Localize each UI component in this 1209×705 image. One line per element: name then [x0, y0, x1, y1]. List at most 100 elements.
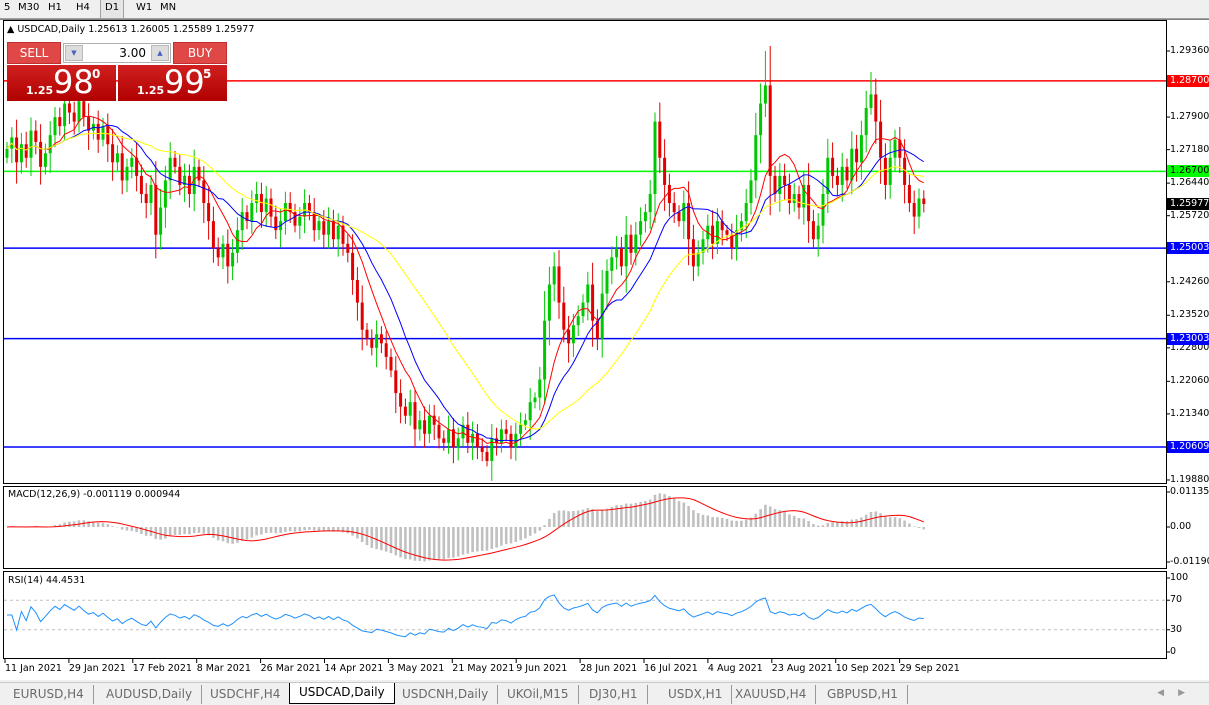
- candle-body: [336, 225, 340, 240]
- candle-body: [485, 451, 489, 461]
- buy-price-prefix: 1.25: [137, 84, 165, 97]
- candle-body: [883, 157, 887, 185]
- candle-body: [447, 429, 451, 443]
- candle-body: [773, 175, 777, 194]
- candle-body: [139, 175, 143, 194]
- candle-body: [663, 157, 667, 185]
- date-axis-label: 16 Jul 2021: [644, 663, 698, 674]
- candle-body: [437, 424, 441, 439]
- candle-body: [432, 415, 436, 425]
- timeframe-h1[interactable]: H1: [48, 2, 62, 13]
- timeframe-d1[interactable]: D1: [100, 0, 125, 18]
- moving-average-slow: [6, 132, 924, 430]
- buy-button[interactable]: BUY: [173, 42, 227, 64]
- timeframe-h4[interactable]: H4: [76, 2, 90, 13]
- tab-scroll-arrows-icon[interactable]: ◀▶: [1157, 688, 1199, 698]
- candle-body: [701, 239, 705, 253]
- candle-body: [480, 447, 484, 452]
- candle-body: [807, 184, 811, 222]
- tab-xauusd-h4[interactable]: XAUUSD,H4: [726, 685, 817, 704]
- date-axis-label: 29 Jan 2021: [68, 663, 126, 674]
- candle-body: [63, 103, 67, 127]
- collapse-triangle-icon[interactable]: ▲: [7, 24, 15, 35]
- candle-body: [82, 101, 86, 118]
- candle-body: [399, 393, 403, 407]
- sell-button[interactable]: SELL: [7, 42, 61, 64]
- decrease-lot-icon[interactable]: ▼: [65, 45, 83, 61]
- timeframe-mn[interactable]: MN: [160, 2, 177, 13]
- tab-ukoil-m15[interactable]: UKOil,M15: [498, 685, 579, 704]
- tab-dj30-h1[interactable]: DJ30,H1: [580, 685, 648, 704]
- tab-audusd-daily[interactable]: AUDUSD,Daily: [97, 685, 203, 704]
- tab-usdx-h1[interactable]: USDX,H1: [659, 685, 733, 704]
- level-price-tag: 1.23003: [1167, 332, 1209, 345]
- candle-body: [504, 429, 508, 434]
- candle-body: [34, 130, 38, 142]
- candle-body: [207, 203, 211, 222]
- chart-tabs: ◀▶ EURUSD,H4 AUDUSD,Daily USDCHF,H4 USDCAD,…: [0, 682, 1209, 705]
- candle-body: [595, 320, 599, 339]
- lot-size-value[interactable]: 3.00: [119, 46, 146, 60]
- price-axis-label: 1.21340: [1170, 407, 1209, 419]
- sell-price[interactable]: 1.25 98 0: [7, 63, 116, 101]
- candle-body: [739, 221, 743, 231]
- tab-usdcad-daily[interactable]: USDCAD,Daily: [289, 683, 395, 704]
- tab-usdcnh-daily[interactable]: USDCNH,Daily: [393, 685, 499, 704]
- timeframe-5[interactable]: 5: [4, 2, 11, 13]
- buy-price[interactable]: 1.25 99 5: [118, 63, 227, 101]
- candle-body: [365, 329, 369, 339]
- level-price-tag: 1.26700: [1167, 165, 1209, 178]
- increase-lot-icon[interactable]: ▲: [151, 45, 169, 61]
- candle-body: [375, 334, 379, 348]
- candle-body: [351, 252, 355, 280]
- candle-body: [379, 334, 383, 344]
- candle-body: [298, 216, 302, 226]
- candle-body: [67, 103, 71, 113]
- date-axis-label: 11 Jan 2021: [5, 663, 62, 674]
- candle-body: [144, 193, 148, 204]
- candle-body: [111, 144, 115, 163]
- rsi-line: [7, 594, 924, 638]
- candle-body: [106, 126, 110, 145]
- timeframe-w1[interactable]: W1: [136, 2, 153, 13]
- candle-body: [125, 166, 129, 181]
- tab-usdchf-h4[interactable]: USDCHF,H4: [201, 685, 291, 704]
- date-axis-label: 14 Apr 2021: [324, 663, 384, 674]
- candle-body: [903, 157, 907, 185]
- lot-size-stepper[interactable]: ▼ 3.00 ▲: [63, 43, 171, 63]
- chart-title: ▲ USDCAD,Daily 1.25613 1.26005 1.25589 1…: [7, 24, 254, 35]
- candle-body: [384, 343, 388, 357]
- candle-body: [658, 121, 662, 158]
- candle-body: [816, 225, 820, 240]
- level-price-tag: 1.20609: [1167, 440, 1209, 453]
- candle-body: [403, 406, 407, 416]
- date-axis-label: 28 Jun 2021: [580, 663, 638, 674]
- tab-eurusd-h4[interactable]: EURUSD,H4: [4, 685, 94, 704]
- candle-body: [763, 85, 767, 104]
- chart-canvas[interactable]: [0, 0, 1209, 682]
- chart-window[interactable]: [0, 19, 1209, 680]
- moving-average-fast: [6, 115, 925, 445]
- candle-body: [159, 207, 163, 235]
- timeframe-m30[interactable]: M30: [18, 2, 40, 13]
- candle-body: [461, 424, 465, 439]
- candle-body: [72, 112, 76, 122]
- candle-body: [586, 284, 590, 303]
- candle-body: [922, 198, 926, 205]
- candle-body: [605, 270, 609, 294]
- candle-body: [648, 193, 652, 213]
- candle-body: [802, 184, 806, 208]
- main-chart-frame: [3, 20, 1167, 484]
- candle-body: [413, 402, 417, 430]
- candle-body: [202, 180, 206, 204]
- candle-body: [519, 424, 523, 434]
- candle-body: [43, 153, 47, 167]
- candle-body: [423, 420, 427, 434]
- candle-body: [730, 234, 734, 249]
- tab-gbpusd-h1[interactable]: GBPUSD,H1: [818, 685, 908, 704]
- candle-body: [831, 157, 835, 176]
- candle-body: [149, 184, 153, 204]
- candle-body: [826, 157, 830, 194]
- candle-body: [869, 94, 873, 109]
- candle-body: [567, 329, 571, 344]
